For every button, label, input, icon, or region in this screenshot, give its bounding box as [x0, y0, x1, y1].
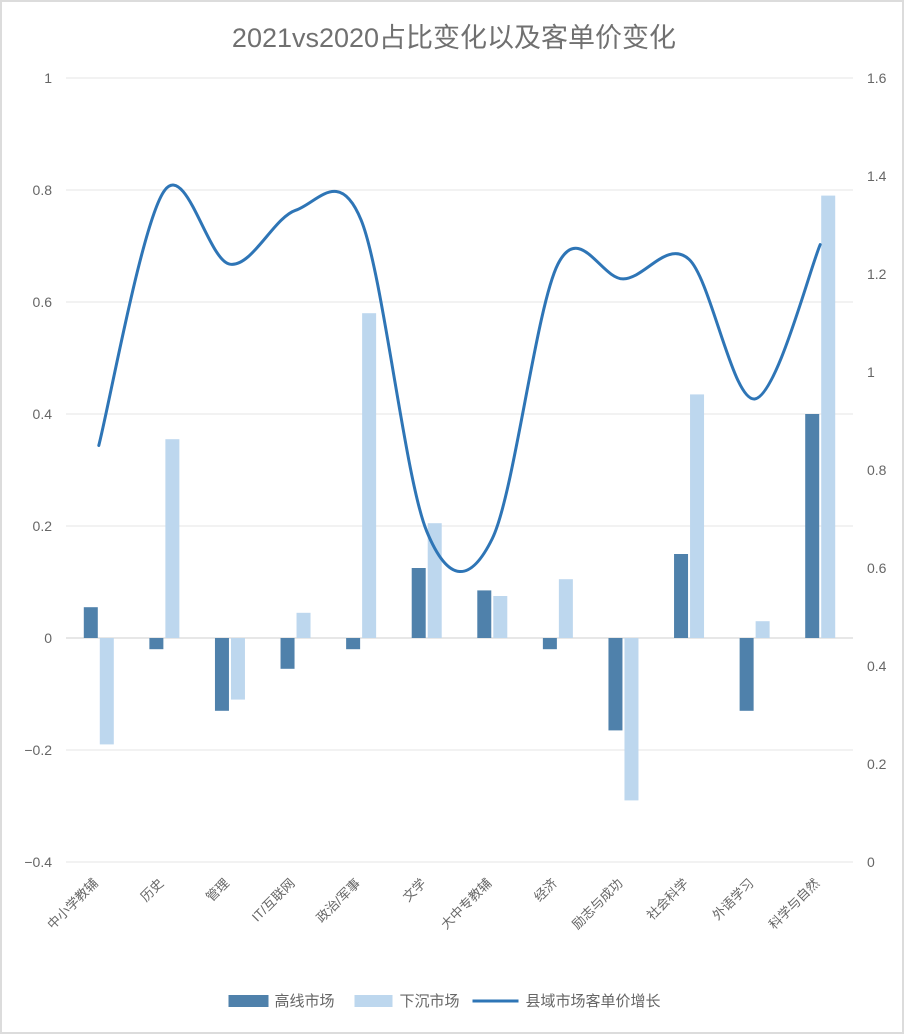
svg-text:0.6: 0.6: [33, 294, 53, 310]
svg-text:高线市场: 高线市场: [275, 993, 335, 1010]
svg-text:−0.2: −0.2: [24, 742, 52, 758]
svg-text:0.8: 0.8: [33, 182, 53, 198]
svg-text:县域市场客单价增长: 县域市场客单价增长: [526, 993, 661, 1010]
svg-text:1.4: 1.4: [867, 168, 887, 184]
svg-text:0: 0: [867, 854, 875, 870]
svg-text:0.2: 0.2: [33, 518, 53, 534]
svg-text:0.4: 0.4: [867, 658, 887, 674]
svg-text:经济: 经济: [531, 876, 560, 905]
svg-text:中小学教辅: 中小学教辅: [44, 876, 101, 933]
svg-text:科学与自然: 科学与自然: [766, 876, 823, 933]
svg-text:0: 0: [44, 630, 52, 646]
svg-text:社会科学: 社会科学: [644, 876, 691, 923]
svg-text:1.6: 1.6: [867, 70, 887, 86]
svg-text:大中专教辅: 大中专教辅: [438, 876, 495, 933]
svg-text:1.2: 1.2: [867, 266, 887, 282]
svg-text:0.2: 0.2: [867, 756, 887, 772]
svg-text:管理: 管理: [203, 876, 232, 905]
svg-text:外语学习: 外语学习: [709, 876, 756, 923]
svg-text:0.4: 0.4: [33, 406, 53, 422]
svg-text:IT/互联网: IT/互联网: [249, 876, 298, 925]
svg-text:励志与成功: 励志与成功: [569, 876, 626, 933]
svg-text:0.8: 0.8: [867, 462, 887, 478]
svg-text:1: 1: [867, 364, 875, 380]
svg-text:1: 1: [44, 70, 52, 86]
svg-text:历史: 历史: [137, 876, 166, 905]
svg-text:政治/军事: 政治/军事: [313, 876, 363, 926]
svg-text:0.6: 0.6: [867, 560, 887, 576]
svg-text:文学: 文学: [400, 876, 429, 905]
svg-text:−0.4: −0.4: [24, 854, 52, 870]
svg-text:下沉市场: 下沉市场: [400, 993, 460, 1010]
